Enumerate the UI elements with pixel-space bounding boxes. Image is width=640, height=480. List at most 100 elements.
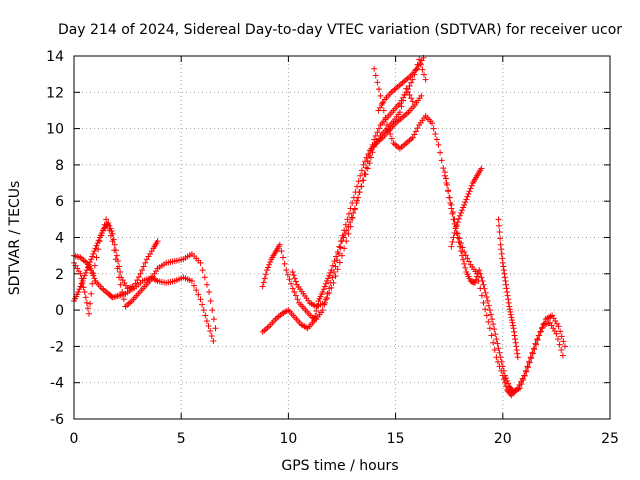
data-point-track-5 xyxy=(369,149,376,156)
data-point-track-8 xyxy=(453,222,460,229)
data-point-track-2 xyxy=(207,298,214,305)
data-point-track-4 xyxy=(291,288,298,295)
data-point-track-7 xyxy=(457,248,464,255)
data-point-track-1 xyxy=(86,261,93,268)
data-point-track-9 xyxy=(495,216,502,223)
data-point-track-7 xyxy=(449,210,456,217)
data-point-track-4 xyxy=(280,254,287,261)
data-point-track-7 xyxy=(499,363,506,370)
data-point-track-2 xyxy=(120,296,127,303)
data-point-track-1 xyxy=(90,250,97,257)
data-point-track-0 xyxy=(200,307,207,314)
data-point-track-5 xyxy=(351,206,358,213)
data-point-track-4 xyxy=(421,71,428,78)
data-point-track-9 xyxy=(496,229,503,236)
data-point-track-2 xyxy=(104,221,111,228)
data-point-track-6 xyxy=(553,330,560,337)
data-point-track-5 xyxy=(358,183,365,190)
data-point-track-6 xyxy=(482,306,489,313)
data-point-track-4 xyxy=(284,271,291,278)
data-point-track-7 xyxy=(445,188,452,195)
data-point-track-3 xyxy=(331,258,338,265)
x-tick-labels: 0 5 10 15 20 25 xyxy=(70,431,619,447)
data-point-track-3 xyxy=(326,272,333,279)
data-point-track-7 xyxy=(448,205,455,212)
data-point-track-5 xyxy=(341,245,348,252)
data-point-track-7 xyxy=(528,355,535,362)
data-point-track-1 xyxy=(75,288,82,295)
data-point-track-9 xyxy=(510,325,517,332)
data-point-track-2 xyxy=(91,262,98,269)
data-point-track-0 xyxy=(210,337,217,344)
x-tick-label: 25 xyxy=(601,431,619,447)
data-point-track-2 xyxy=(106,227,113,234)
data-point-track-9 xyxy=(497,241,504,248)
data-point-track-6 xyxy=(412,128,419,135)
data-point-track-4 xyxy=(355,194,362,201)
data-point-track-7 xyxy=(536,332,543,339)
data-point-track-4 xyxy=(283,267,290,274)
data-point-track-6 xyxy=(534,336,541,343)
data-point-track-3 xyxy=(323,278,330,285)
data-point-track-7 xyxy=(558,333,565,340)
data-point-track-6 xyxy=(532,340,539,347)
data-point-track-4 xyxy=(281,260,288,267)
data-point-track-6 xyxy=(409,134,416,141)
data-point-track-3 xyxy=(320,286,327,293)
data-point-track-4 xyxy=(263,267,270,274)
data-point-track-3 xyxy=(329,262,336,269)
data-point-track-9 xyxy=(513,343,520,350)
data-point-track-7 xyxy=(504,377,511,384)
data-point-track-5 xyxy=(332,273,339,280)
data-point-track-2 xyxy=(119,288,126,295)
data-point-track-1 xyxy=(82,269,89,276)
data-point-track-9 xyxy=(501,274,508,281)
data-point-track-7 xyxy=(523,368,530,375)
data-point-track-9 xyxy=(511,328,518,335)
data-point-track-5 xyxy=(406,92,413,99)
data-point-track-6 xyxy=(485,318,492,325)
data-point-track-7 xyxy=(539,324,546,331)
data-point-track-7 xyxy=(488,311,495,318)
data-point-track-9 xyxy=(512,339,519,346)
data-point-track-8 xyxy=(478,165,485,172)
y-tick-label: 8 xyxy=(55,158,64,174)
data-point-track-7 xyxy=(492,331,499,338)
data-point-track-3 xyxy=(360,161,367,168)
data-point-track-2 xyxy=(212,325,219,332)
data-point-track-7 xyxy=(447,200,454,207)
data-point-track-6 xyxy=(529,349,536,356)
data-point-track-4 xyxy=(276,241,283,248)
data-point-track-7 xyxy=(484,298,491,305)
data-point-track-7 xyxy=(491,326,498,333)
y-tick-label: 14 xyxy=(46,49,64,65)
data-point-track-1 xyxy=(134,277,141,284)
data-point-track-3 xyxy=(327,269,334,276)
data-point-track-7 xyxy=(497,354,504,361)
data-point-track-6 xyxy=(387,131,394,138)
data-point-track-7 xyxy=(479,278,486,285)
data-point-track-6 xyxy=(538,325,545,332)
data-point-track-1 xyxy=(92,245,99,252)
data-point-track-9 xyxy=(503,281,510,288)
data-point-track-1 xyxy=(93,242,100,249)
data-point-track-4 xyxy=(422,76,429,83)
data-point-track-4 xyxy=(337,244,344,251)
data-point-track-1 xyxy=(87,259,94,266)
data-point-track-2 xyxy=(98,232,105,239)
data-point-track-7 xyxy=(471,279,478,286)
y-tick-label: -6 xyxy=(50,412,64,428)
data-point-track-9 xyxy=(506,306,513,313)
data-point-track-5 xyxy=(409,98,416,105)
data-point-track-2 xyxy=(103,216,110,223)
data-point-track-4 xyxy=(375,125,382,132)
data-point-track-5 xyxy=(354,197,361,204)
data-point-track-9 xyxy=(498,246,505,253)
data-point-track-5 xyxy=(403,85,410,92)
data-point-track-7 xyxy=(529,350,536,357)
y-tick-label: 12 xyxy=(46,85,64,101)
data-point-track-1 xyxy=(111,241,118,248)
data-point-track-7 xyxy=(516,385,523,392)
data-point-track-5 xyxy=(400,97,407,104)
data-point-track-1 xyxy=(77,283,84,290)
